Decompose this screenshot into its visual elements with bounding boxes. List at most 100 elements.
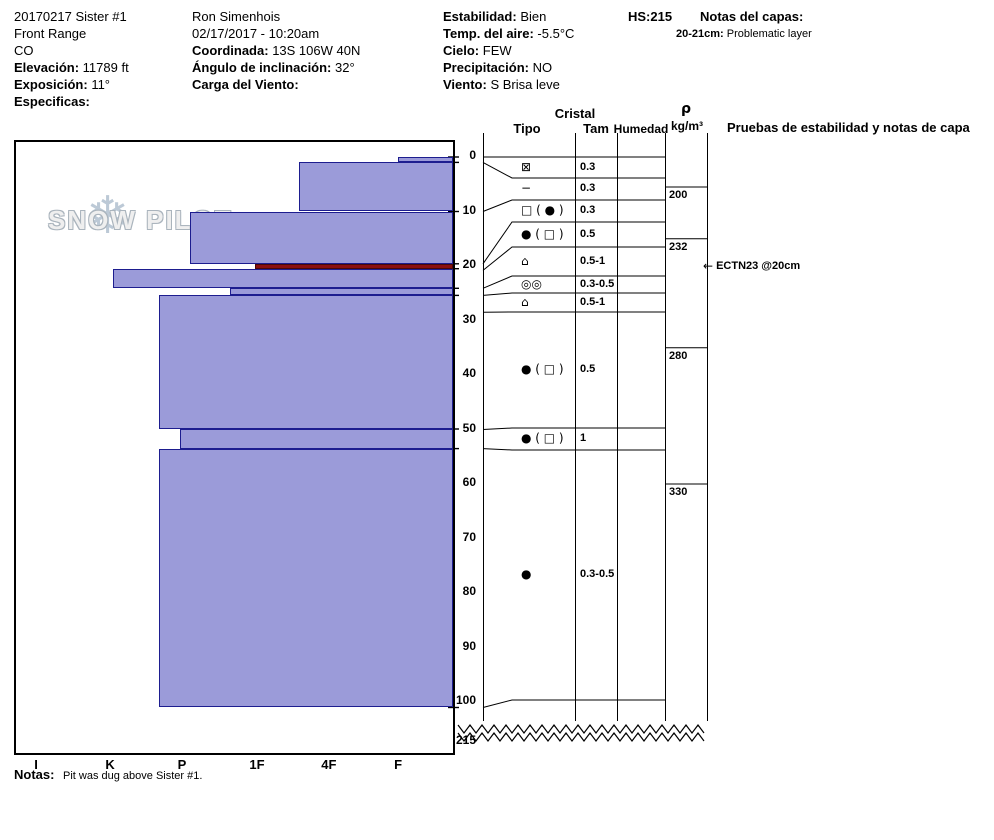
hardness-axis-label: I bbox=[34, 757, 38, 772]
grain-type-symbol: ● ( □ ) bbox=[521, 431, 564, 445]
observer-name: Ron Simenhois bbox=[192, 9, 281, 24]
grain-type-symbol: ◎◎ bbox=[521, 276, 542, 291]
grain-size-value: 0.3 bbox=[580, 160, 596, 173]
hardness-axis-label: P bbox=[177, 757, 187, 772]
wind-value: S Brisa leve bbox=[490, 77, 560, 92]
slope-angle-label: Ángulo de inclinación: bbox=[192, 60, 332, 75]
column-header-tam: Tam bbox=[583, 121, 609, 136]
slope-angle-value: 32° bbox=[335, 60, 355, 75]
depth-tick-label: 10 bbox=[462, 202, 476, 217]
test-label: ECTN23 @20cm bbox=[716, 260, 801, 272]
depth-tick-label: 100 bbox=[455, 693, 476, 707]
grain-type-symbol: − bbox=[521, 181, 532, 195]
snow-layer-bar bbox=[158, 295, 453, 429]
grain-type-symbol: ● ( □ ) bbox=[521, 362, 564, 376]
depth-tick-label: 40 bbox=[462, 366, 476, 380]
wind-line: Viento: S Brisa leve bbox=[443, 76, 560, 93]
pit-state: CO bbox=[14, 43, 34, 58]
column-header-humedad: Humedad bbox=[613, 122, 669, 136]
depth-tick-label: 20 bbox=[462, 257, 476, 271]
coordinate-line: Coordinada: 13S 106W 40N bbox=[192, 42, 360, 59]
table-column-line bbox=[483, 133, 484, 721]
wind-loading-label: Carga del Viento: bbox=[192, 77, 299, 92]
observation-datetime: 02/17/2017 - 10:20am bbox=[192, 26, 320, 41]
layer-note-text: Problematic layer bbox=[726, 28, 812, 40]
specifics-label: Especificas: bbox=[14, 94, 90, 109]
grain-size-value: 0.3-0.5 bbox=[580, 568, 615, 580]
grain-size-value: 0.3 bbox=[580, 204, 596, 216]
sky-label: Cielo: bbox=[443, 43, 480, 58]
hs-value: 215 bbox=[650, 9, 673, 24]
left-arrow-icon: ← bbox=[703, 259, 714, 273]
coordinate-label: Coordinada: bbox=[192, 43, 269, 58]
grain-type-symbol: □ ( ● ) bbox=[521, 203, 564, 217]
grain-size-value: 0.5-1 bbox=[580, 295, 606, 308]
precip-label: Precipitación: bbox=[443, 60, 529, 75]
air-temp-line: Temp. del aire: -5.5°C bbox=[443, 25, 574, 42]
snow-layer-bar bbox=[180, 428, 453, 449]
elevation-line: Elevación: 11789 ft bbox=[14, 59, 129, 76]
sky-value: FEW bbox=[482, 43, 512, 58]
total-depth-label: 215 bbox=[455, 733, 476, 747]
specifics-line: Especificas: bbox=[14, 93, 90, 110]
snowflake-icon: ❄ bbox=[86, 186, 130, 246]
table-column-line bbox=[665, 133, 666, 721]
sky-line: Cielo: FEW bbox=[443, 42, 512, 59]
stability-line: Estabilidad: Bien bbox=[443, 8, 546, 25]
grain-size-value: 0.3 bbox=[580, 182, 596, 194]
precip-value: NO bbox=[532, 60, 553, 75]
hs-line: HS:215 bbox=[628, 8, 672, 25]
pit-range: Front Range bbox=[14, 26, 87, 41]
stability-value: Bien bbox=[520, 9, 547, 24]
grain-size-value: 0.5-1 bbox=[580, 254, 606, 267]
grain-type-symbol: ⌂ bbox=[521, 253, 529, 268]
depth-tick-label: 90 bbox=[462, 638, 476, 653]
grain-size-value: 0.5 bbox=[580, 227, 596, 240]
aspect-value: 11° bbox=[91, 77, 111, 92]
layer-note-depth: 20-21cm: bbox=[676, 28, 724, 40]
hardness-axis-label: F bbox=[394, 757, 403, 772]
snow-layer-bar bbox=[299, 162, 453, 212]
snow-layer-bar bbox=[113, 268, 453, 289]
elevation-label: Elevación: bbox=[14, 60, 80, 75]
table-column-line bbox=[707, 133, 708, 721]
table-column-line bbox=[617, 133, 618, 721]
notes-text: Pit was dug above Sister #1. bbox=[63, 770, 203, 782]
grain-type-symbol: ● ( □ ) bbox=[521, 226, 564, 241]
snow-layer-bar-flagged bbox=[254, 263, 453, 269]
density-value: 280 bbox=[669, 349, 688, 362]
depth-tick-label: 60 bbox=[462, 475, 476, 489]
stability-label: Estabilidad: bbox=[443, 9, 517, 24]
snow-layer-bar bbox=[190, 211, 453, 264]
snow-layer-bar bbox=[230, 288, 453, 296]
depth-tick-label: 50 bbox=[462, 420, 476, 435]
hardness-axis-label: K bbox=[105, 757, 115, 772]
layer-note-line: 20-21cm: Problematic layer bbox=[676, 27, 812, 41]
grain-size-value: 0.5 bbox=[580, 363, 596, 375]
coordinate-value: 13S 106W 40N bbox=[272, 43, 361, 58]
depth-tick-label: 70 bbox=[462, 529, 476, 544]
grain-type-symbol: ● bbox=[521, 567, 532, 581]
aspect-label: Exposición: bbox=[14, 77, 88, 92]
aspect-line: Exposición: 11° bbox=[14, 76, 110, 93]
layer-notes-header: Notas del capas: bbox=[700, 9, 804, 24]
notes-label: Notas: bbox=[14, 767, 55, 782]
column-header-stability-tests: Pruebas de estabilidad y notas de capa bbox=[727, 120, 970, 135]
hardness-axis-label: 1F bbox=[249, 757, 265, 772]
grain-type-symbol: ⌂ bbox=[521, 294, 529, 309]
depth-tick-label: 0 bbox=[469, 148, 476, 162]
grain-type-symbol: ⊠ bbox=[521, 159, 532, 174]
wind-loading-line: Carga del Viento: bbox=[192, 76, 299, 93]
pit-name: 20170217 Sister #1 bbox=[14, 9, 127, 24]
stability-test-annotation: ← ECTN23 @20cm bbox=[703, 259, 800, 273]
hardness-axis-label: 4F bbox=[321, 757, 337, 772]
column-header-tipo: Tipo bbox=[513, 121, 541, 136]
air-temp-label: Temp. del aire: bbox=[443, 26, 534, 41]
density-value: 200 bbox=[669, 188, 688, 201]
density-value: 232 bbox=[669, 240, 688, 253]
elevation-value: 11789 ft bbox=[82, 60, 129, 75]
column-header-density-units: kg/m³ bbox=[670, 119, 704, 133]
hs-label: HS: bbox=[628, 9, 651, 24]
snow-layer-bar bbox=[398, 157, 453, 163]
